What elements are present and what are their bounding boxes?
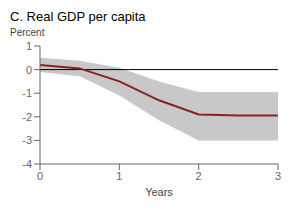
html-text:Percent: Percent	[10, 27, 45, 38]
svg-text:0: 0	[26, 64, 32, 76]
svg-text:-1: -1	[22, 87, 32, 99]
svg-text:2: 2	[196, 170, 202, 182]
svg-text:-4: -4	[22, 158, 32, 170]
svg-text:Years: Years	[145, 186, 173, 198]
svg-text:1: 1	[26, 40, 32, 52]
html-text:C. Real GDP per capita: C. Real GDP per capita	[10, 9, 146, 24]
svg-text:-2: -2	[22, 111, 32, 123]
svg-text:-3: -3	[22, 134, 32, 146]
svg-text:3: 3	[275, 170, 281, 182]
svg-text:1: 1	[116, 170, 122, 182]
svg-text:0: 0	[37, 170, 43, 182]
